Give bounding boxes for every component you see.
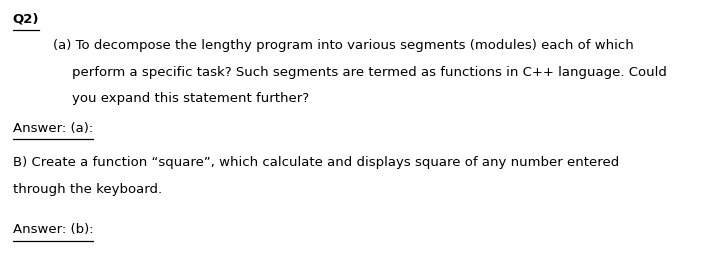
Text: you expand this statement further?: you expand this statement further? — [72, 92, 309, 105]
Text: Answer: (b):: Answer: (b): — [13, 223, 93, 236]
Text: Q2): Q2) — [13, 12, 39, 25]
Text: through the keyboard.: through the keyboard. — [13, 183, 162, 196]
Text: B) Create a function “square”, which calculate and displays square of any number: B) Create a function “square”, which cal… — [13, 156, 619, 169]
Text: (a) To decompose the lengthy program into various segments (modules) each of whi: (a) To decompose the lengthy program int… — [53, 39, 633, 52]
Text: perform a specific task? Such segments are termed as functions in C++ language. : perform a specific task? Such segments a… — [72, 66, 667, 79]
Text: Answer: (a):: Answer: (a): — [13, 122, 93, 135]
